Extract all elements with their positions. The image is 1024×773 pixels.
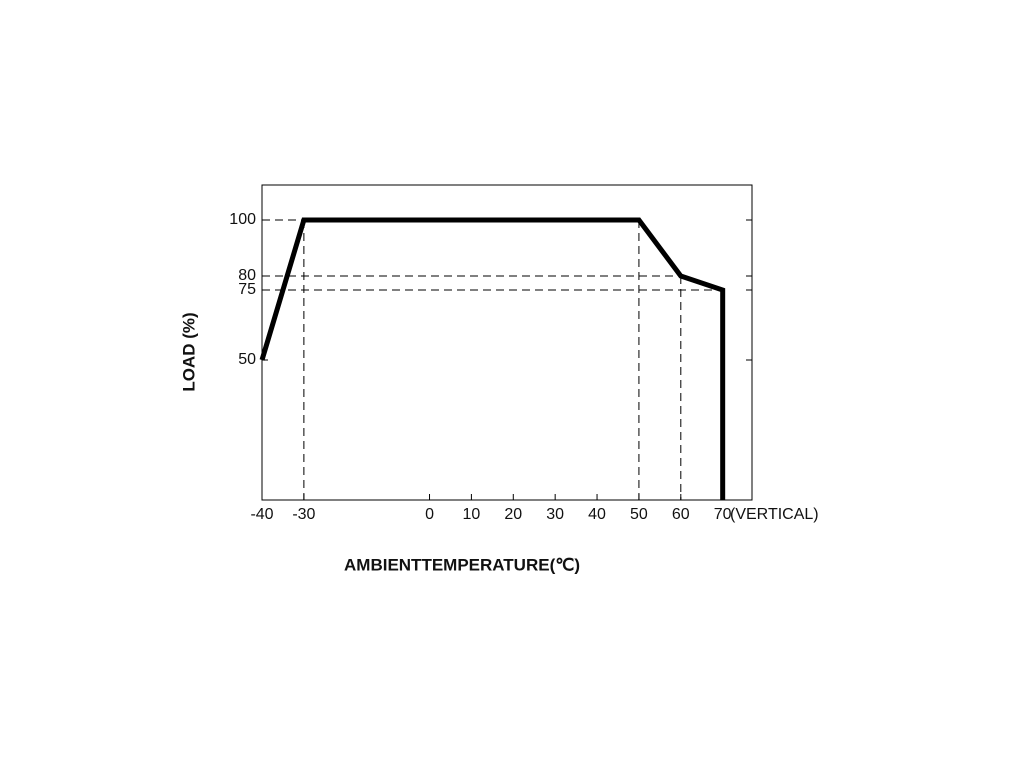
x-tick-label: -40 bbox=[250, 506, 273, 523]
plot-frame bbox=[261, 184, 753, 501]
x-tick-label: 10 bbox=[463, 506, 481, 523]
x-tick-label: -30 bbox=[292, 506, 315, 523]
x-tick-label: 40 bbox=[588, 506, 606, 523]
x-tick-label: 30 bbox=[546, 506, 564, 523]
y-tick-label: 50 bbox=[238, 351, 256, 368]
x-tick-label: 20 bbox=[504, 506, 522, 523]
y-axis-label: LOAD (%) bbox=[179, 312, 198, 391]
x-tick-label: 70 bbox=[714, 506, 732, 523]
x-tick-label: 0 bbox=[425, 506, 434, 523]
x-tick-label: 60 bbox=[672, 506, 690, 523]
x-axis-label: AMBIENTTEMPERATURE(℃) bbox=[344, 555, 580, 574]
y-tick-label: 80 bbox=[238, 267, 256, 284]
y-tick-label: 100 bbox=[229, 211, 256, 228]
data-line bbox=[259, 217, 726, 500]
x-axis-note: (VERTICAL) bbox=[730, 506, 819, 523]
x-tick-label: 50 bbox=[630, 506, 648, 523]
y-tick-label: 75 bbox=[238, 281, 256, 298]
